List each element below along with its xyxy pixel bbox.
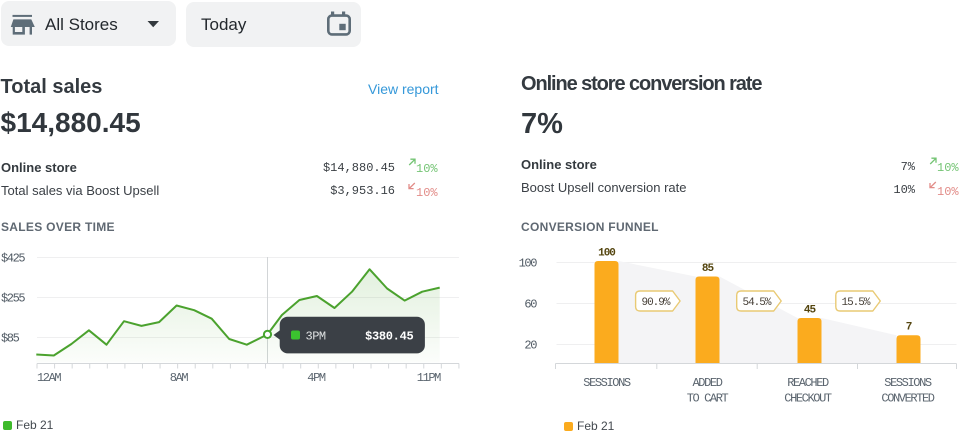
svg-text:CHECKOUT: CHECKOUT [784, 392, 832, 406]
svg-text:11PM: 11PM [417, 371, 441, 385]
svg-text:15.5%: 15.5% [841, 297, 870, 309]
svg-text:100: 100 [519, 257, 538, 271]
svg-text:ADDED: ADDED [692, 376, 722, 390]
svg-text:100: 100 [598, 248, 615, 260]
svg-text:SESSIONS: SESSIONS [884, 376, 932, 390]
svg-text:54.5%: 54.5% [742, 297, 771, 309]
svg-text:60: 60 [524, 298, 537, 312]
svg-text:CONVERTED: CONVERTED [881, 392, 934, 406]
svg-text:REACHED: REACHED [787, 376, 829, 390]
svg-text:85: 85 [702, 263, 715, 275]
svg-text:TO CART: TO CART [687, 392, 729, 406]
svg-text:$255: $255 [1, 292, 25, 306]
svg-text:90.9%: 90.9% [641, 297, 670, 309]
svg-text:$425: $425 [1, 252, 25, 266]
svg-text:45: 45 [804, 305, 817, 317]
svg-text:4PM: 4PM [307, 371, 326, 385]
svg-text:12AM: 12AM [37, 371, 61, 385]
svg-text:SESSIONS: SESSIONS [583, 376, 631, 390]
svg-text:8AM: 8AM [170, 371, 189, 385]
svg-text:7: 7 [906, 322, 912, 334]
svg-text:20: 20 [524, 339, 537, 353]
svg-text:3PM: 3PM [306, 330, 326, 344]
svg-text:$380.45: $380.45 [365, 330, 413, 344]
svg-text:$85: $85 [1, 332, 20, 346]
